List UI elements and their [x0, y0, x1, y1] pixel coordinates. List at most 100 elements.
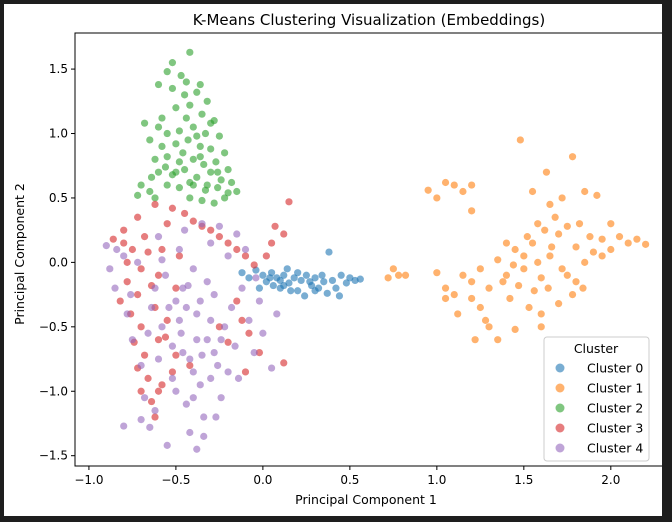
data-point	[624, 239, 632, 247]
data-point	[581, 187, 589, 196]
data-point	[151, 284, 159, 292]
data-point	[337, 271, 345, 279]
data-point	[515, 281, 523, 290]
x-tick-label: −1.0	[74, 473, 103, 487]
data-point	[207, 226, 215, 234]
legend-label: Cluster 4	[587, 441, 643, 456]
data-point	[186, 48, 194, 56]
data-point	[151, 194, 159, 202]
data-point	[198, 220, 206, 228]
x-tick-label: 2.0	[601, 473, 620, 487]
data-point	[245, 274, 253, 282]
data-point	[193, 336, 201, 344]
data-point	[144, 248, 152, 256]
data-point	[154, 336, 163, 344]
data-point	[189, 265, 197, 273]
data-point	[224, 338, 232, 346]
data-point	[262, 252, 270, 260]
data-point	[551, 213, 559, 221]
data-point	[356, 275, 364, 283]
series-cluster-1	[384, 136, 650, 344]
data-point	[537, 323, 545, 331]
data-point	[642, 240, 650, 248]
data-point	[238, 316, 246, 324]
data-point	[245, 329, 253, 337]
data-point	[259, 329, 267, 337]
data-point	[294, 269, 302, 277]
data-point	[177, 71, 185, 80]
data-point	[146, 423, 154, 431]
data-point	[154, 168, 163, 176]
data-point	[120, 422, 128, 430]
data-point	[269, 281, 277, 290]
data-point	[186, 178, 194, 187]
data-point	[210, 348, 218, 357]
data-point	[189, 123, 197, 131]
data-point	[255, 297, 264, 305]
data-point	[607, 220, 615, 228]
y-tick-label: 1.0	[49, 127, 68, 141]
data-point	[541, 226, 549, 234]
series-cluster-3	[109, 198, 293, 421]
data-point	[182, 114, 190, 122]
data-point	[215, 323, 223, 331]
legend-marker	[555, 363, 565, 373]
data-point	[224, 189, 232, 197]
series-cluster-4	[102, 220, 281, 453]
data-point	[198, 110, 206, 118]
data-point	[494, 256, 502, 264]
data-point	[144, 374, 152, 382]
data-point	[158, 256, 166, 264]
data-point	[485, 323, 493, 331]
data-point	[481, 316, 490, 324]
data-point	[221, 323, 229, 331]
data-point	[158, 142, 166, 151]
data-point	[555, 230, 563, 238]
data-point	[285, 198, 293, 206]
data-point	[271, 222, 279, 230]
data-point	[140, 233, 149, 241]
data-point	[572, 278, 580, 286]
data-point	[177, 329, 185, 337]
data-point	[454, 310, 462, 318]
data-point	[102, 242, 110, 250]
data-point	[441, 294, 450, 303]
data-point	[234, 374, 243, 382]
data-point	[528, 187, 537, 196]
legend-label: Cluster 2	[587, 401, 643, 416]
data-point	[523, 233, 531, 241]
data-point	[267, 364, 276, 372]
data-point	[120, 226, 128, 234]
data-point	[389, 265, 397, 273]
data-point	[227, 178, 236, 187]
y-tick-label: −1.5	[39, 449, 68, 463]
data-point	[217, 176, 225, 184]
data-point	[154, 271, 163, 279]
data-point	[120, 239, 128, 247]
data-point	[255, 284, 264, 292]
data-point	[511, 325, 519, 333]
data-point	[147, 397, 156, 406]
data-point	[273, 310, 281, 318]
data-point	[137, 323, 145, 331]
data-point	[120, 252, 128, 260]
data-point	[163, 181, 171, 189]
y-tick-label: 0.0	[49, 255, 68, 269]
data-point	[233, 230, 241, 238]
data-point	[123, 278, 131, 286]
data-point	[200, 160, 208, 169]
data-point	[502, 239, 511, 247]
data-point	[154, 355, 163, 363]
data-point	[598, 235, 606, 243]
data-point	[179, 348, 187, 357]
x-axis-label: Principal Component 1	[295, 492, 437, 507]
data-point	[151, 155, 159, 163]
data-point	[172, 104, 180, 112]
data-point	[231, 342, 239, 350]
data-point	[394, 271, 403, 279]
data-point	[163, 441, 171, 449]
data-point	[158, 245, 166, 254]
data-point	[172, 387, 180, 395]
